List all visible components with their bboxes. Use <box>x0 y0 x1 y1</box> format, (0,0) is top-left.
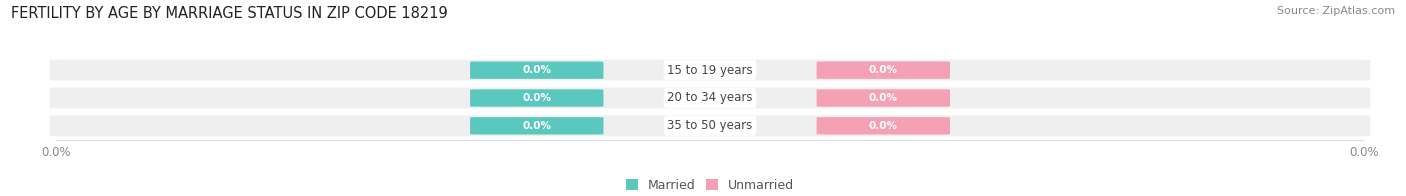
Text: 35 to 50 years: 35 to 50 years <box>668 119 752 132</box>
Text: 20 to 34 years: 20 to 34 years <box>668 92 752 104</box>
Text: 15 to 19 years: 15 to 19 years <box>668 64 752 77</box>
Legend: Married, Unmarried: Married, Unmarried <box>620 174 800 196</box>
FancyBboxPatch shape <box>470 62 603 79</box>
FancyBboxPatch shape <box>817 117 950 134</box>
Text: 0.0%: 0.0% <box>522 121 551 131</box>
FancyBboxPatch shape <box>470 117 603 134</box>
Text: FERTILITY BY AGE BY MARRIAGE STATUS IN ZIP CODE 18219: FERTILITY BY AGE BY MARRIAGE STATUS IN Z… <box>11 6 449 21</box>
FancyBboxPatch shape <box>470 89 603 107</box>
Text: 0.0%: 0.0% <box>522 93 551 103</box>
FancyBboxPatch shape <box>817 62 950 79</box>
FancyBboxPatch shape <box>49 115 1371 136</box>
Text: 0.0%: 0.0% <box>869 93 898 103</box>
FancyBboxPatch shape <box>49 60 1371 81</box>
FancyBboxPatch shape <box>49 88 1371 108</box>
Text: 0.0%: 0.0% <box>522 65 551 75</box>
Text: 0.0%: 0.0% <box>869 121 898 131</box>
Text: 0.0%: 0.0% <box>869 65 898 75</box>
FancyBboxPatch shape <box>817 89 950 107</box>
Text: Source: ZipAtlas.com: Source: ZipAtlas.com <box>1277 6 1395 16</box>
